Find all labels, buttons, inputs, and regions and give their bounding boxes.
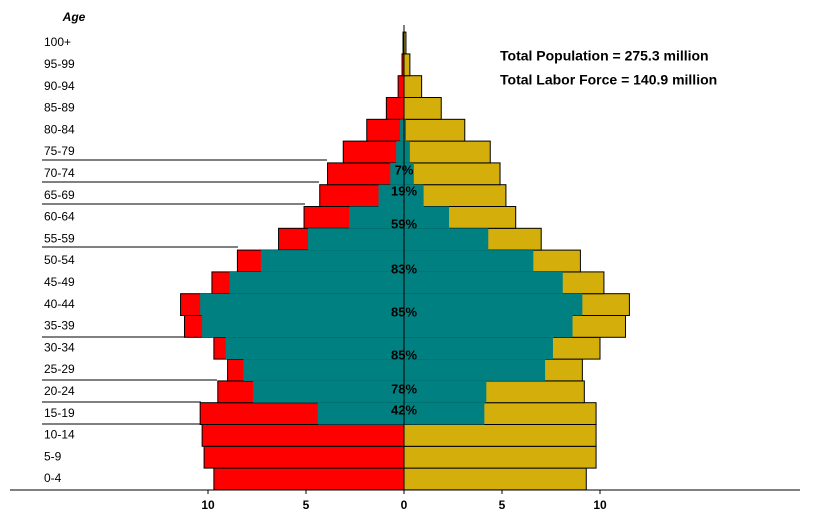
annotation: Total Labor Force = 140.9 million <box>500 72 717 88</box>
y-tick-label: 80-84 <box>44 122 75 136</box>
bar <box>202 315 404 338</box>
bar <box>229 271 404 294</box>
y-tick-label: 25-29 <box>44 362 75 376</box>
bar <box>404 119 406 142</box>
bar <box>404 162 414 185</box>
bar <box>243 359 404 381</box>
bar <box>403 162 501 186</box>
bar <box>404 250 534 272</box>
bar <box>253 380 404 403</box>
rate-label: 7% <box>395 162 414 177</box>
bar <box>225 337 404 360</box>
bar <box>213 467 405 491</box>
bar <box>403 445 597 469</box>
bar <box>404 315 573 338</box>
bar <box>400 119 404 142</box>
bar <box>342 140 405 164</box>
rate-label: 85% <box>391 347 417 362</box>
y-tick-label: 95-99 <box>44 57 75 71</box>
y-tick-label: 70-74 <box>44 166 75 180</box>
x-tick-label: 5 <box>499 498 506 512</box>
bar <box>201 424 405 447</box>
y-tick-label: 45-49 <box>44 275 75 289</box>
y-tick-label: 20-24 <box>44 384 75 398</box>
bar <box>390 162 404 185</box>
bar <box>203 445 405 469</box>
bar <box>403 118 466 142</box>
bar <box>404 141 410 163</box>
bar <box>349 206 404 229</box>
bar <box>404 402 485 425</box>
bar <box>260 250 404 272</box>
y-tick-label: 100+ <box>44 35 71 49</box>
x-tick-label: 10 <box>593 498 607 512</box>
y-tick-label: 15-19 <box>44 406 75 420</box>
bar <box>404 380 487 403</box>
bar <box>404 293 583 316</box>
bar <box>404 359 546 381</box>
bar <box>403 424 597 447</box>
rate-label: 19% <box>391 183 417 198</box>
y-tick-label: 55-59 <box>44 231 75 245</box>
bar <box>403 53 411 77</box>
bar <box>404 206 450 229</box>
rate-label: 59% <box>391 216 417 231</box>
y-tick-label: 30-34 <box>44 340 75 354</box>
rate-label: 83% <box>391 261 417 276</box>
bar <box>366 118 405 142</box>
bar <box>403 467 587 491</box>
x-tick-label: 0 <box>401 498 408 512</box>
rate-label: 85% <box>391 304 417 319</box>
bar <box>378 184 404 207</box>
rate-label: 78% <box>391 381 417 396</box>
y-tick-label: 65-69 <box>44 188 75 202</box>
bar <box>317 402 404 425</box>
bar <box>403 75 423 98</box>
bar <box>385 97 405 120</box>
rate-label: 42% <box>391 402 417 417</box>
y-axis-label: Age <box>62 10 86 24</box>
annotation: Total Population = 275.3 million <box>500 48 709 64</box>
y-tick-label: 5-9 <box>44 449 62 463</box>
bar <box>397 75 405 98</box>
y-tick-label: 40-44 <box>44 297 75 311</box>
bar <box>403 140 491 164</box>
bar <box>200 293 404 316</box>
y-tick-label: 90-94 <box>44 79 75 93</box>
y-tick-label: 75-79 <box>44 144 75 158</box>
y-tick-label: 35-39 <box>44 319 75 333</box>
y-tick-label: 85-89 <box>44 101 75 115</box>
bar <box>307 228 404 251</box>
y-tick-label: 10-14 <box>44 428 75 442</box>
y-tick-label: 50-54 <box>44 253 75 267</box>
y-tick-label: 60-64 <box>44 210 75 224</box>
x-tick-label: 10 <box>201 498 215 512</box>
bar <box>403 97 442 120</box>
bar <box>404 337 553 360</box>
bar <box>396 141 404 163</box>
bar <box>404 184 424 207</box>
bar <box>404 228 489 251</box>
x-tick-label: 5 <box>303 498 310 512</box>
y-tick-label: 0-4 <box>44 471 62 485</box>
bar <box>404 271 563 294</box>
